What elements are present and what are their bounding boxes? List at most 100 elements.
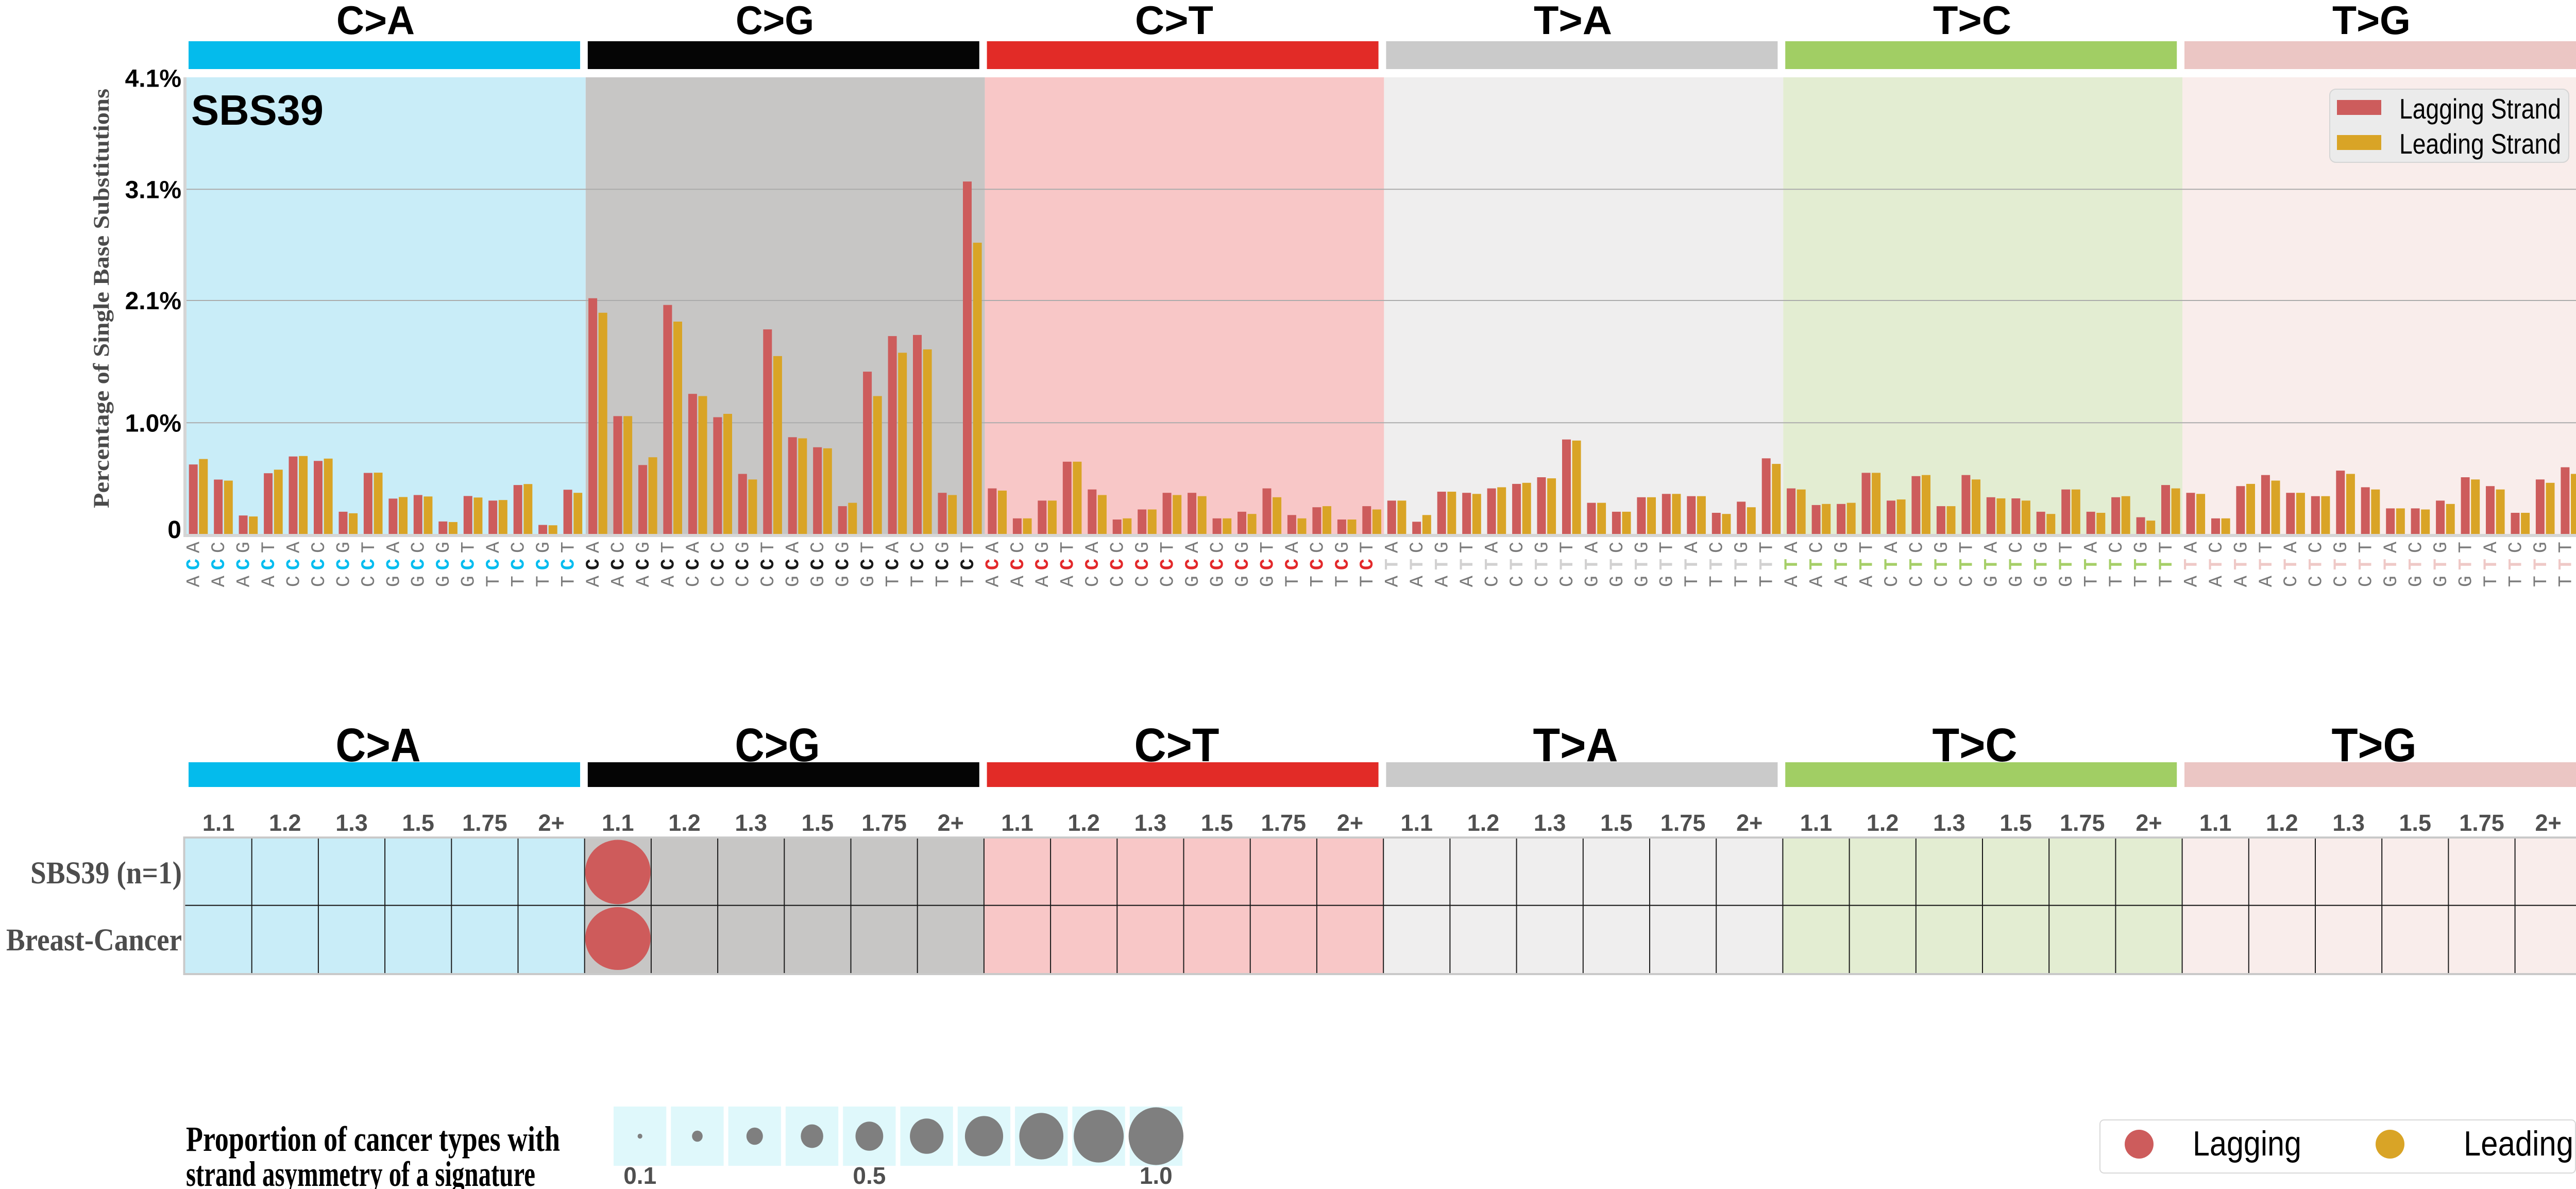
svg-text:G: G — [1032, 542, 1054, 553]
svg-text:0.1: 0.1 — [623, 1162, 656, 1189]
svg-text:2+: 2+ — [2136, 810, 2162, 836]
svg-text:T: T — [883, 576, 905, 587]
svg-text:1.3: 1.3 — [335, 810, 368, 836]
svg-text:C: C — [2206, 542, 2228, 553]
svg-text:2+: 2+ — [1337, 810, 1363, 836]
svg-text:G: G — [2531, 542, 2552, 553]
svg-text:T: T — [2181, 559, 2202, 570]
svg-text:Lagging Strand: Lagging Strand — [2399, 93, 2561, 125]
svg-text:G: G — [2006, 576, 2028, 587]
svg-text:T: T — [1282, 576, 1304, 587]
svg-text:C: C — [409, 542, 430, 553]
svg-text:G: G — [1182, 576, 1204, 587]
svg-text:C>A: C>A — [336, 0, 415, 43]
svg-text:A: A — [982, 541, 1004, 553]
svg-text:C: C — [359, 576, 380, 587]
svg-text:1.2: 1.2 — [1467, 810, 1500, 836]
svg-text:C: C — [1108, 559, 1129, 570]
svg-text:A: A — [783, 541, 805, 553]
svg-text:G: G — [858, 576, 879, 587]
svg-text:C: C — [409, 559, 430, 570]
svg-text:G: G — [433, 576, 455, 587]
svg-text:C: C — [1008, 542, 1029, 553]
svg-text:C>G: C>G — [736, 0, 814, 43]
svg-text:C: C — [1082, 559, 1104, 570]
svg-text:C: C — [608, 559, 630, 570]
svg-text:G: G — [1732, 542, 1753, 553]
svg-text:G: G — [2381, 576, 2402, 587]
svg-text:strand asymmetry of a signatur: strand asymmetry of a signature — [186, 1154, 535, 1189]
svg-text:C: C — [1931, 576, 1953, 587]
svg-text:T: T — [1582, 559, 1603, 570]
svg-text:C: C — [908, 542, 929, 553]
svg-text:1.5: 1.5 — [2399, 810, 2432, 836]
svg-text:G: G — [1832, 542, 1853, 553]
svg-text:T: T — [2006, 559, 2028, 570]
svg-text:T: T — [1382, 559, 1404, 570]
svg-text:SBS39: SBS39 — [191, 86, 324, 134]
svg-text:G: G — [2331, 542, 2352, 553]
svg-text:T: T — [1357, 576, 1379, 587]
svg-text:1.3: 1.3 — [1534, 810, 1566, 836]
svg-text:C: C — [758, 576, 779, 587]
svg-text:A: A — [2231, 575, 2252, 587]
svg-text:A: A — [259, 575, 280, 587]
svg-text:C: C — [1532, 576, 1553, 587]
svg-text:1.1: 1.1 — [602, 810, 634, 836]
svg-text:T: T — [1257, 542, 1279, 553]
svg-text:C: C — [733, 559, 755, 570]
svg-text:2.1%: 2.1% — [125, 288, 181, 315]
svg-text:T: T — [1482, 559, 1504, 570]
svg-text:G: G — [333, 542, 355, 553]
svg-text:A: A — [1981, 541, 2003, 553]
svg-text:C: C — [683, 576, 705, 587]
svg-text:C: C — [708, 576, 730, 587]
svg-text:A: A — [2381, 541, 2402, 553]
svg-text:C: C — [1182, 559, 1204, 570]
svg-text:G: G — [783, 576, 805, 587]
svg-text:A: A — [883, 541, 905, 553]
svg-text:G: G — [1632, 542, 1653, 553]
svg-text:A: A — [2181, 575, 2202, 587]
svg-text:T: T — [2056, 559, 2078, 570]
svg-text:1.0: 1.0 — [1140, 1162, 1173, 1189]
svg-text:1.75: 1.75 — [2060, 810, 2105, 836]
svg-text:C: C — [1807, 542, 1828, 553]
svg-text:G: G — [808, 576, 829, 587]
svg-text:A: A — [2081, 541, 2103, 553]
svg-text:C: C — [2331, 576, 2352, 587]
svg-text:C: C — [683, 559, 705, 570]
svg-text:T: T — [2531, 559, 2552, 570]
svg-text:T: T — [2431, 559, 2452, 570]
svg-text:T: T — [1732, 559, 1753, 570]
svg-text:T: T — [1682, 576, 1703, 587]
svg-text:A: A — [1407, 575, 1429, 587]
svg-text:T: T — [2555, 576, 2576, 587]
svg-text:T: T — [2081, 559, 2103, 570]
svg-text:1.75: 1.75 — [1261, 810, 1307, 836]
svg-text:1.2: 1.2 — [269, 810, 301, 836]
svg-text:G: G — [1931, 542, 1953, 553]
svg-text:T: T — [1657, 559, 1679, 570]
svg-text:G: G — [1432, 542, 1454, 553]
svg-text:T: T — [958, 542, 979, 553]
svg-text:T: T — [2555, 542, 2576, 553]
svg-text:T: T — [1807, 559, 1828, 570]
svg-text:A: A — [2481, 541, 2502, 553]
svg-text:T: T — [1158, 542, 1179, 553]
svg-text:C: C — [1956, 576, 1978, 587]
svg-text:T: T — [533, 576, 555, 587]
svg-text:1.1: 1.1 — [2199, 810, 2232, 836]
svg-text:T: T — [459, 542, 480, 553]
svg-text:1.3: 1.3 — [1933, 810, 1965, 836]
svg-text:G: G — [633, 542, 655, 553]
svg-text:C>T: C>T — [1135, 0, 1213, 43]
svg-text:G: G — [1232, 542, 1254, 553]
svg-text:C: C — [1607, 542, 1629, 553]
svg-text:T: T — [2505, 576, 2527, 587]
svg-text:T: T — [2106, 576, 2128, 587]
svg-text:1.2: 1.2 — [1067, 810, 1100, 836]
svg-text:2+: 2+ — [1736, 810, 1762, 836]
svg-text:C: C — [558, 559, 580, 570]
svg-text:C: C — [1257, 559, 1279, 570]
